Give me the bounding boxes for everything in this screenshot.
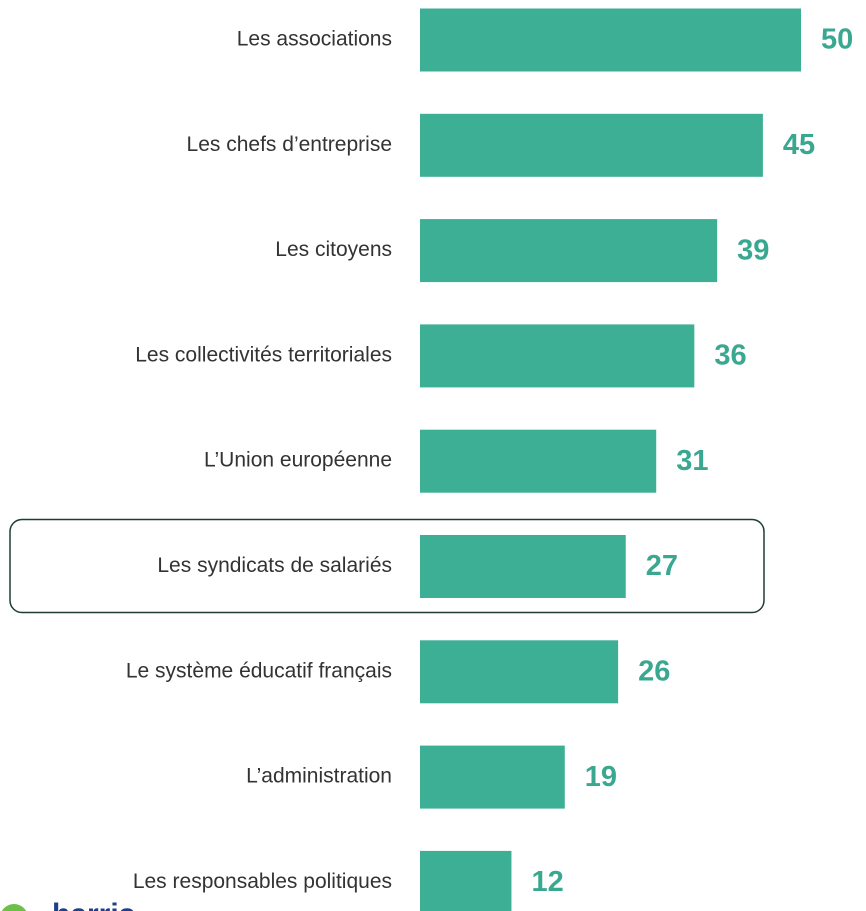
bar <box>420 745 565 809</box>
value-label: 12 <box>531 866 563 898</box>
value-label: 39 <box>737 234 769 266</box>
bar <box>420 850 512 911</box>
highlight-box <box>9 518 765 614</box>
bar <box>420 113 763 177</box>
category-label: Les chefs d’entreprise <box>187 133 392 156</box>
logo: harris <box>52 898 135 911</box>
category-label: Les syndicats de salariés <box>157 554 392 577</box>
value-label: 19 <box>585 761 617 793</box>
bar <box>420 219 718 283</box>
category-label: Les citoyens <box>275 238 392 261</box>
category-label: Les associations <box>237 28 392 51</box>
value-label: 36 <box>714 340 746 372</box>
value-label: 27 <box>646 550 678 582</box>
category-label: L’Union européenne <box>204 449 392 472</box>
category-label: L’administration <box>246 765 392 788</box>
bar <box>420 324 695 388</box>
category-label: Les responsables politiques <box>133 870 392 893</box>
logo-mark <box>1 904 27 911</box>
value-label: 31 <box>676 445 708 477</box>
category-label: Les collectivités territoriales <box>135 343 392 366</box>
bar <box>420 8 801 72</box>
bar <box>420 535 626 598</box>
value-label: 50 <box>821 24 853 56</box>
bar <box>420 640 619 704</box>
category-label: Le système éducatif français <box>126 659 392 682</box>
value-label: 45 <box>783 129 815 161</box>
value-label: 26 <box>638 655 670 687</box>
bar <box>420 429 657 493</box>
